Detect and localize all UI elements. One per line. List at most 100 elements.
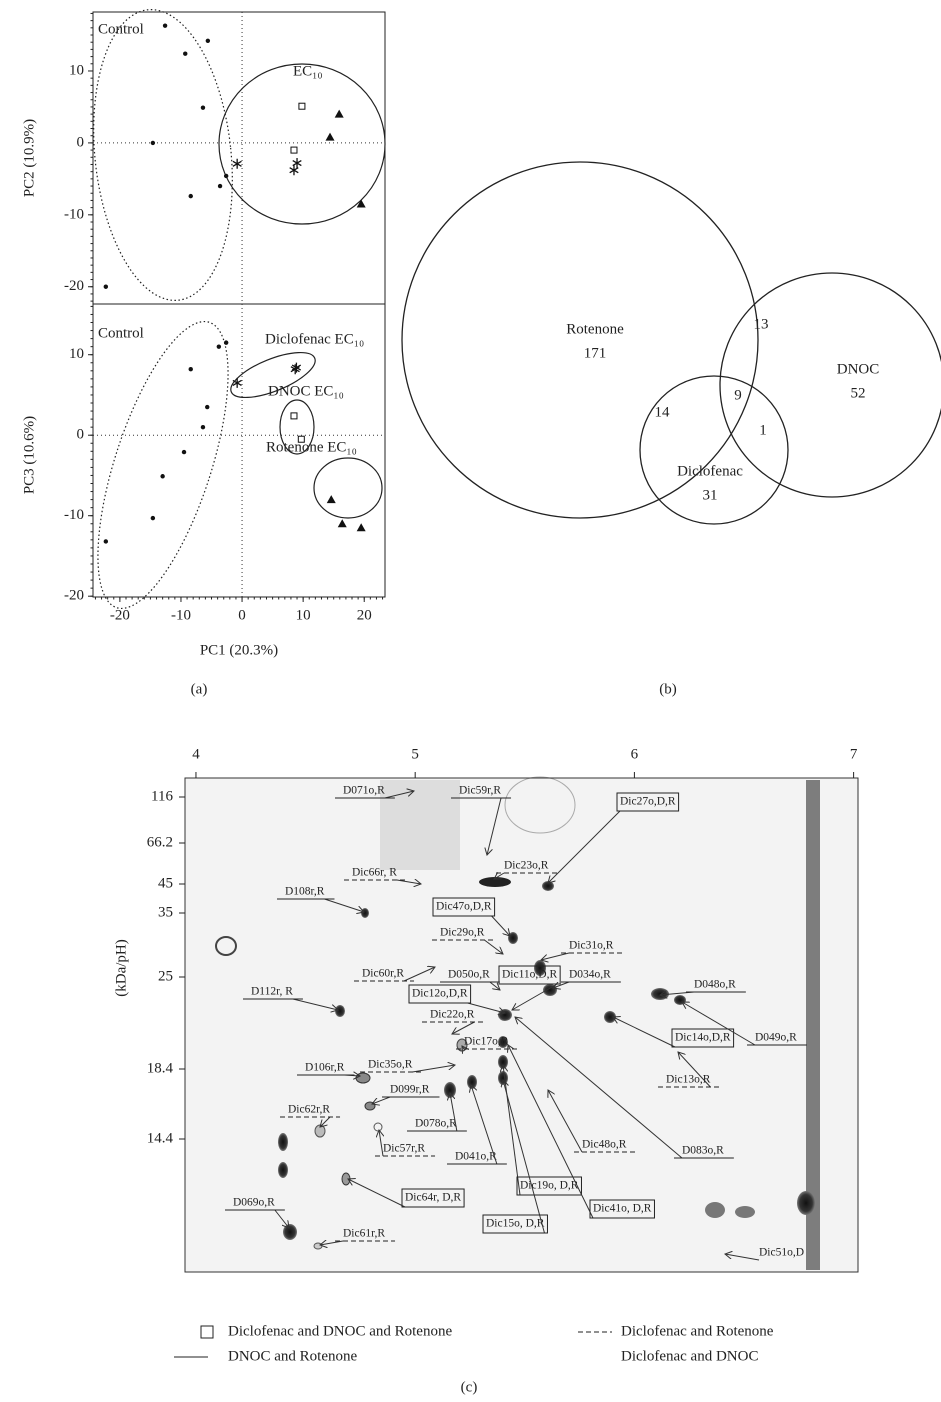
y-axis-label: (kDa/pH) xyxy=(113,939,129,996)
point xyxy=(183,52,187,56)
y-tick-label: 35 xyxy=(158,904,173,920)
venn-circle xyxy=(720,273,941,497)
spot-label: Dic48o,R xyxy=(582,1139,627,1151)
group-label: Rotenone EC₁₀ xyxy=(266,439,357,455)
y-axis-label: PC3 (10.6%) xyxy=(21,416,37,494)
legend-label: Diclofenac and DNOC xyxy=(621,1348,758,1364)
y-tick-label: 45 xyxy=(158,875,173,891)
spot-label: Dic66r, R xyxy=(352,867,397,879)
x-tick-label: -20 xyxy=(110,607,130,623)
point xyxy=(160,474,164,478)
group-ellipse xyxy=(314,458,382,518)
point xyxy=(233,378,242,388)
group-ellipse xyxy=(80,3,246,308)
group-label: Control xyxy=(98,21,144,37)
spot-label: D108r,R xyxy=(285,886,325,898)
x-tick-label: 0 xyxy=(238,607,246,623)
spot-label: D083o,R xyxy=(682,1145,724,1157)
spot-label: Dic47o,D,R xyxy=(436,901,492,913)
y-tick-label: -10 xyxy=(64,206,84,222)
point xyxy=(201,105,205,109)
spot-label: Dic11o,D,R xyxy=(502,969,557,981)
spot-label: D099r,R xyxy=(390,1084,430,1096)
y-tick-label: -20 xyxy=(64,588,84,604)
y-tick-label: 18.4 xyxy=(147,1060,174,1076)
y-tick-label: 10 xyxy=(69,346,84,362)
x-tick-label: 6 xyxy=(631,746,639,762)
group-ellipse xyxy=(219,64,385,224)
point xyxy=(201,425,205,429)
y-tick-label: -20 xyxy=(64,278,84,294)
group-ellipse xyxy=(71,308,255,623)
point xyxy=(151,516,155,520)
point xyxy=(335,110,344,118)
point xyxy=(299,103,305,109)
y-tick-label: 0 xyxy=(77,427,85,443)
set-count: 171 xyxy=(584,345,607,361)
spot-label: D078o,R xyxy=(415,1118,457,1130)
x-tick-label: 7 xyxy=(850,746,858,762)
set-count: 31 xyxy=(703,487,718,503)
spot-label: D049o,R xyxy=(755,1032,797,1044)
point xyxy=(357,523,366,531)
legend-label: DNOC and Rotenone xyxy=(228,1348,357,1364)
spot-label: Dic15o, D,R xyxy=(486,1218,545,1230)
point xyxy=(104,539,108,543)
spot-label: D071o,R xyxy=(343,785,385,797)
x-tick-label: 20 xyxy=(357,607,372,623)
y-tick-label: -10 xyxy=(64,507,84,523)
legend-symbol xyxy=(201,1326,213,1338)
gel-image xyxy=(185,777,858,1272)
point xyxy=(291,147,297,153)
spot-label: Dic35o,R xyxy=(368,1059,413,1071)
panel-label: (a) xyxy=(191,681,208,697)
x-tick-label: 10 xyxy=(296,607,311,623)
point xyxy=(217,344,221,348)
group-label: Control xyxy=(98,325,144,341)
spot-label: Dic59r,R xyxy=(459,785,501,797)
spot-label: Dic61r,R xyxy=(343,1228,385,1240)
point xyxy=(104,285,108,289)
spot-label: D112r, R xyxy=(251,986,293,998)
x-tick-label: -10 xyxy=(171,607,191,623)
point xyxy=(224,174,228,178)
spot-label: D041o,R xyxy=(455,1151,497,1163)
point xyxy=(151,141,155,145)
point xyxy=(189,367,193,371)
spot-label: Dic19o, D,R xyxy=(520,1180,579,1192)
point xyxy=(205,405,209,409)
point xyxy=(224,340,228,344)
point xyxy=(291,413,297,419)
set-name: Rotenone xyxy=(566,321,624,337)
y-tick-label: 116 xyxy=(151,788,173,804)
y-axis-label: PC2 (10.9%) xyxy=(21,119,37,197)
spot-label: Dic14o,D,R xyxy=(675,1032,731,1044)
overlap-count: 1 xyxy=(759,422,767,438)
point xyxy=(206,39,210,43)
plot-frame xyxy=(93,12,385,304)
set-name: DNOC xyxy=(837,361,880,377)
point xyxy=(298,436,304,442)
spot-label: Dic22o,R xyxy=(430,1009,475,1021)
point xyxy=(327,495,336,503)
spot-label: D048o,R xyxy=(694,979,736,991)
point xyxy=(163,23,167,27)
spot-label: D034o,R xyxy=(569,969,611,981)
spot-label: Dic51o,D xyxy=(759,1247,804,1259)
spot-label: Dic27o,D,R xyxy=(620,796,676,808)
spot-label: Dic29o,R xyxy=(440,927,485,939)
point xyxy=(218,184,222,188)
spot-label: Dic62r,R xyxy=(288,1104,330,1116)
spot-label: Dic60r,R xyxy=(362,968,404,980)
point xyxy=(326,133,335,141)
group-label: EC₁₀ xyxy=(293,63,323,79)
spot-label: Dic64r, D,R xyxy=(405,1192,461,1204)
spot-label: Dic12o,D,R xyxy=(412,988,468,1000)
spot-label: Dic41o, D,R xyxy=(593,1203,652,1215)
spot-label: Dic57r,R xyxy=(383,1143,425,1155)
x-tick-label: 4 xyxy=(192,746,200,762)
overlap-count: 9 xyxy=(734,387,742,403)
x-tick-label: 5 xyxy=(411,746,419,762)
spot-label: Dic31o,R xyxy=(569,940,614,952)
spot-label: Dic23o,R xyxy=(504,860,549,872)
